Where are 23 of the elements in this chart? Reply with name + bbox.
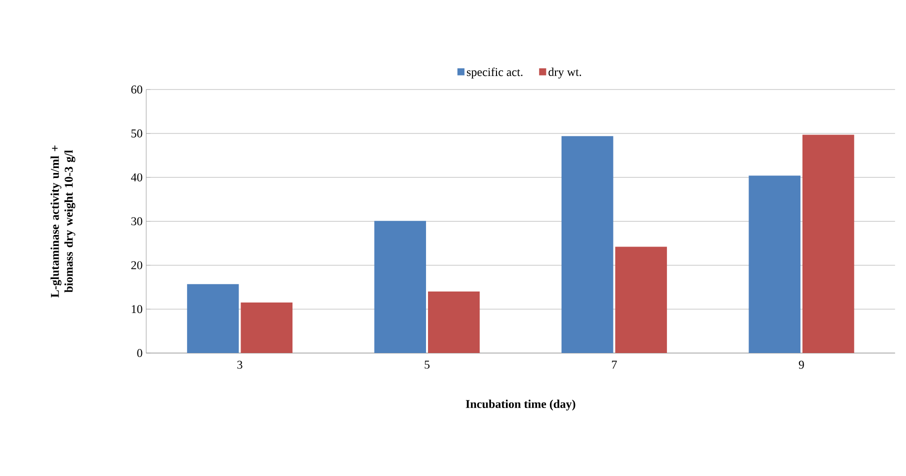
bar <box>562 136 614 353</box>
x-tick-label: 7 <box>612 360 617 368</box>
y-tick-label: 10 <box>132 304 142 313</box>
y-tick-label: 40 <box>131 173 142 182</box>
bar <box>615 246 667 353</box>
bar <box>374 220 426 353</box>
y-tick-label: 0 <box>137 348 142 357</box>
x-tick-label: 9 <box>798 360 804 369</box>
y-tick-label: 50 <box>131 129 142 138</box>
x-tick-label: 5 <box>424 360 430 368</box>
bar <box>428 291 480 353</box>
bar <box>240 302 292 353</box>
bar <box>802 134 854 353</box>
y-tick-label: 60 <box>131 85 142 94</box>
y-tick-label: 30 <box>131 217 142 226</box>
bar <box>748 175 800 353</box>
x-axis-title: Incubation time (day) <box>466 399 576 410</box>
legend-label: dry wt. <box>548 67 582 78</box>
bar <box>187 284 239 353</box>
y-axis-title: L-glutaminase activity u/ml + biomass dry weight 10-3 g/l <box>50 145 76 298</box>
x-tick-label: 3 <box>237 360 242 369</box>
legend-label: specific act. <box>466 67 522 78</box>
y-tick-label: 20 <box>131 261 142 270</box>
